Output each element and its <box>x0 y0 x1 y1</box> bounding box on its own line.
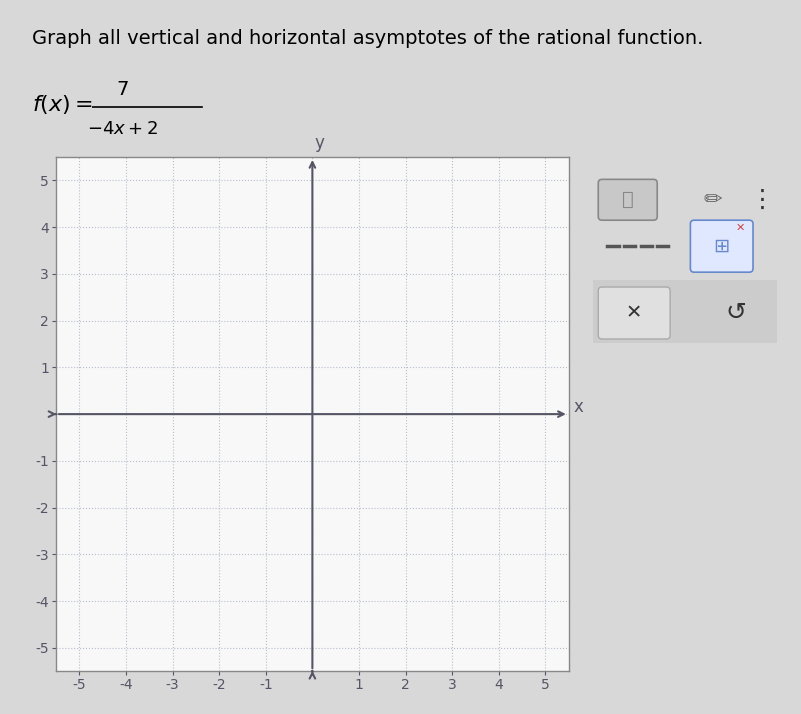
Text: x: x <box>574 398 583 416</box>
Text: y: y <box>315 134 324 152</box>
Bar <box>593 280 777 343</box>
Text: ↺: ↺ <box>726 301 747 325</box>
Text: ⬜: ⬜ <box>622 190 634 209</box>
Text: Graph all vertical and horizontal asymptotes of the rational function.: Graph all vertical and horizontal asympt… <box>32 29 703 48</box>
Text: ⋮: ⋮ <box>750 188 775 212</box>
FancyBboxPatch shape <box>598 179 657 220</box>
Text: ✕: ✕ <box>625 303 642 323</box>
Text: $f(x)=$: $f(x)=$ <box>32 93 93 116</box>
Text: 7: 7 <box>116 80 128 99</box>
FancyBboxPatch shape <box>598 287 670 339</box>
Text: ✕: ✕ <box>735 223 745 233</box>
Text: $-4x+2$: $-4x+2$ <box>87 119 158 138</box>
Text: ✏: ✏ <box>703 190 722 210</box>
Text: ⊞: ⊞ <box>714 236 730 256</box>
FancyBboxPatch shape <box>690 220 753 272</box>
